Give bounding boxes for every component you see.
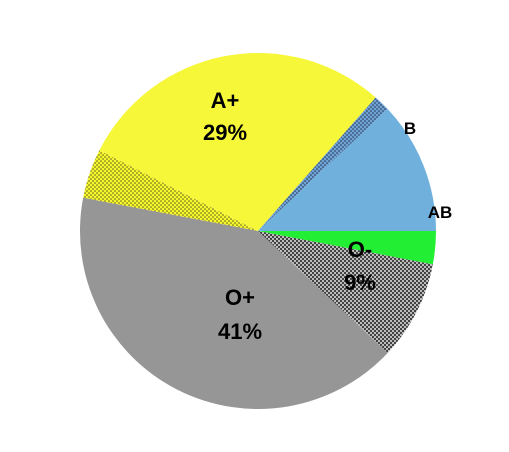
slice-percent-o-neg: 9%: [344, 270, 376, 295]
pie-slices: [79, 53, 436, 410]
slice-label-a-pos: A+: [211, 88, 240, 113]
slice-label-o-pos: O+: [225, 285, 255, 310]
pie-slice-a-neg: [83, 150, 259, 231]
slice-label-ab: AB: [428, 203, 453, 222]
pie-slice-a-pos: [99, 53, 376, 231]
pie-slice-b-pos: [258, 109, 436, 231]
pie-labels: AB O- 9% O+ 41% A+ 29% B: [203, 88, 452, 344]
slice-label-b-pos: B: [404, 119, 416, 138]
pie-slice-b-neg: [258, 97, 388, 231]
pie-slice-ab: [258, 231, 436, 265]
slice-percent-o-pos: 41%: [218, 319, 262, 344]
pie-slice-o-neg: [258, 231, 433, 353]
slice-label-o-neg: O-: [348, 237, 372, 262]
slice-percent-a-pos: 29%: [203, 120, 247, 145]
pie-slice-o-pos: [79, 197, 388, 410]
